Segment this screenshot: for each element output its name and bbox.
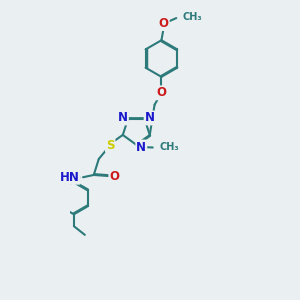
Text: N: N: [118, 112, 128, 124]
Text: N: N: [136, 140, 146, 154]
Text: O: O: [159, 17, 169, 30]
Text: CH₃: CH₃: [183, 12, 202, 22]
Text: O: O: [156, 86, 167, 99]
Text: O: O: [109, 169, 119, 183]
Text: HN: HN: [60, 171, 80, 184]
Text: S: S: [106, 139, 115, 152]
Text: N: N: [145, 112, 154, 124]
Text: CH₃: CH₃: [159, 142, 179, 152]
